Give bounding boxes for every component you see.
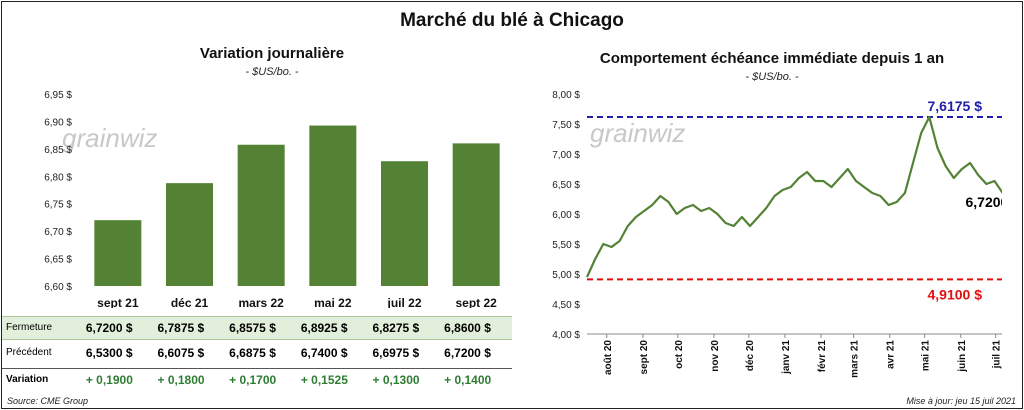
right-chart-subtitle: - $US/bo. -: [745, 71, 799, 83]
bar-category-label: mars 22: [238, 296, 284, 308]
bar-y-tick-label: 6,60 $: [44, 282, 72, 293]
variation-label: Variation: [6, 374, 49, 385]
table-row-precedent: Précédent 6,5300 $ 6,6075 $ 6,6875 $ 6,7400…: [2, 342, 512, 364]
table-cell: 6,7200 $: [85, 321, 133, 335]
line-x-tick-label: mai 21: [921, 340, 932, 372]
table-cell: 6,8925 $: [300, 321, 348, 335]
bar-y-tick-label: 6,85 $: [44, 145, 72, 156]
table-cell: 6,8600 $: [444, 321, 491, 335]
fermeture-label: Fermeture: [6, 322, 53, 333]
table-cell: 6,7200 $: [444, 346, 491, 360]
bar-category-label: mai 22: [314, 296, 352, 308]
right-chart-title: Comportement échéance immédiate depuis 1…: [599, 50, 945, 67]
table-cell: + 0,1525: [300, 373, 348, 387]
left-chart-subtitle: - $US/bo. -: [245, 66, 299, 78]
line-x-tick-label: oct 20: [674, 340, 685, 369]
table-cell: + 0,1900: [85, 373, 133, 387]
source-note: Source: CME Group: [7, 396, 89, 406]
line-x-tick-label: juil 21: [992, 340, 1002, 370]
line-y-tick-label: 8,00 $: [552, 90, 580, 101]
line-x-tick-label: juin 21: [957, 340, 968, 373]
bar-y-tick-label: 6,95 $: [44, 90, 72, 101]
max-value-label: 7,6175 $: [928, 98, 983, 114]
bar-chart: grainwiz 6,60 $ 6,65 $ 6,70 $ 6,75 $ 6,80 $ 6…: [44, 90, 500, 308]
table-cell: + 0,1300: [372, 373, 420, 387]
line-x-tick-label: mars 21: [850, 340, 861, 378]
line-y-tick-label: 5,00 $: [552, 270, 580, 281]
price-series-line: [585, 115, 1002, 278]
line-y-tick-label: 4,50 $: [552, 300, 580, 311]
watermark-text: grainwiz: [62, 123, 157, 153]
bar-category-label: sept 21: [97, 296, 139, 308]
min-value-label: 4,9100 $: [928, 286, 983, 302]
line-y-tick-label: 6,50 $: [552, 180, 580, 191]
bar-category-label: déc 21: [171, 296, 209, 308]
line-y-tick-label: 6,00 $: [552, 210, 580, 221]
table-cell: + 0,1800: [157, 373, 205, 387]
table-cell: 6,6975 $: [372, 346, 420, 360]
line-y-tick-label: 7,00 $: [552, 150, 580, 161]
line-y-tick-label: 5,50 $: [552, 240, 580, 251]
bar: [94, 220, 142, 286]
table-cell: 6,5300 $: [85, 346, 133, 360]
update-note: Mise à jour: jeu 15 juil 2021: [906, 396, 1016, 406]
line-y-tick-label: 4,00 $: [552, 330, 580, 341]
line-x-tick-label: nov 20: [710, 340, 721, 372]
left-chart-title: Variation journalière: [199, 45, 345, 62]
line-x-tick-label: août 20: [603, 340, 614, 375]
precedent-label: Précédent: [6, 347, 52, 358]
table-cell: + 0,1700: [229, 373, 277, 387]
table-cell: 6,6875 $: [229, 346, 276, 360]
table-cell: 6,7875 $: [157, 321, 205, 335]
line-x-tick-label: févr 21: [817, 340, 828, 373]
bar-category-label: sept 22: [455, 296, 497, 308]
bar-category-label: juil 22: [386, 296, 421, 308]
bar: [452, 143, 500, 286]
bar-y-tick-label: 6,75 $: [44, 200, 72, 211]
bar: [166, 183, 213, 286]
main-title: Marché du blé à Chicago: [400, 10, 624, 31]
watermark-text: grainwiz: [590, 118, 685, 148]
line-x-tick-label: déc 20: [745, 340, 756, 372]
table-cell: 6,6075 $: [157, 346, 205, 360]
line-x-tick-label: sept 20: [639, 340, 650, 375]
bar-y-tick-label: 6,70 $: [44, 227, 72, 238]
table-row-fermeture: Fermeture 6,7200 $ 6,7875 $ 6,8575 $ 6,8925…: [2, 316, 512, 340]
bar: [237, 144, 285, 286]
line-y-tick-label: 7,50 $: [552, 120, 580, 131]
bar: [309, 125, 357, 287]
bar: [381, 161, 428, 286]
table-cell: 6,8575 $: [229, 321, 276, 335]
table-cell: 6,7400 $: [300, 346, 348, 360]
line-x-tick-label: avr 21: [886, 340, 897, 369]
table-cell: 6,8275 $: [372, 321, 420, 335]
bar-y-tick-label: 6,90 $: [44, 117, 72, 128]
line-chart: grainwiz 4,00 $ 4,50 $ 5,00 $ 5,50 $ 6,00 $ 6…: [552, 90, 1003, 378]
bar-y-tick-label: 6,80 $: [44, 172, 72, 183]
bar-y-tick-label: 6,65 $: [44, 255, 72, 266]
table-row-variation: Variation + 0,1900 + 0,1800 + 0,1700 + 0,15…: [2, 368, 512, 391]
last-value-label: 6,7200 $: [966, 194, 1003, 210]
table-cell: + 0,1400: [444, 373, 492, 387]
line-x-tick-label: janv 21: [781, 340, 792, 375]
